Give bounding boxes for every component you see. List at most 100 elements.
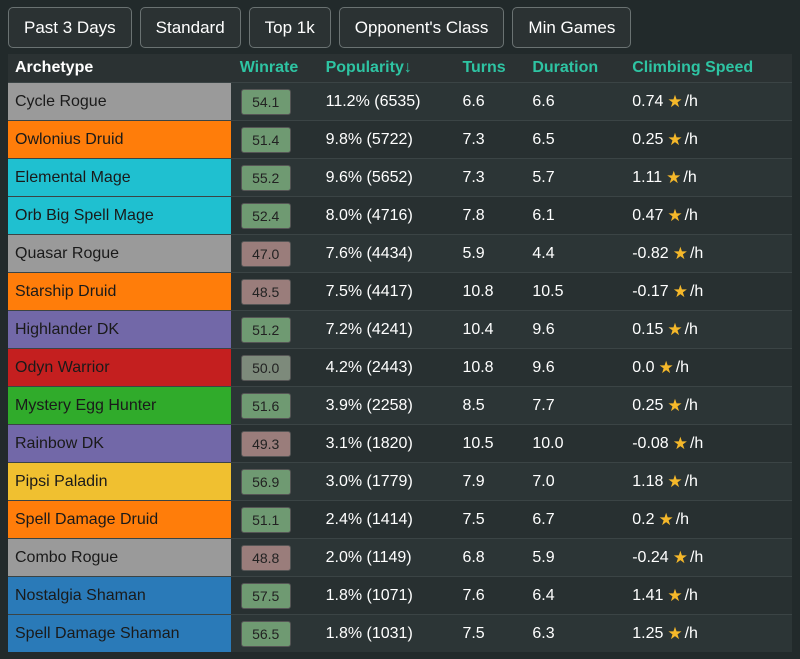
table-row[interactable]: Nostalgia Shaman 57.5 1.8% (1071) 7.6 6.4 1.4… bbox=[8, 576, 792, 614]
archetype-name[interactable]: Combo Rogue bbox=[15, 548, 119, 566]
table-row[interactable]: Orb Big Spell Mage 52.4 8.0% (4716) 7.8 6.1 0… bbox=[8, 196, 792, 234]
table-row[interactable]: Rainbow DK 49.3 3.1% (1820) 10.5 10.0 -0.08 ★ /… bbox=[8, 424, 792, 462]
archetype-name[interactable]: Mystery Egg Hunter bbox=[15, 396, 157, 414]
archetype-name[interactable]: Elemental Mage bbox=[15, 168, 131, 186]
star-icon: ★ bbox=[667, 585, 683, 605]
archetype-table: Archetype Winrate Popularity↓ Turns Dura… bbox=[8, 54, 792, 652]
winrate-cell: 56.9 bbox=[231, 468, 325, 495]
archetype-cell[interactable]: Cycle Rogue bbox=[8, 83, 231, 120]
archetype-cell[interactable]: Spell Damage Druid bbox=[8, 501, 231, 538]
table-row[interactable]: Spell Damage Shaman 56.5 1.8% (1031) 7.5 6.3… bbox=[8, 614, 792, 652]
table-row[interactable]: Spell Damage Druid 51.1 2.4% (1414) 7.5 6.7 0… bbox=[8, 500, 792, 538]
winrate-badge: 48.5 bbox=[240, 278, 291, 305]
header-turns[interactable]: Turns bbox=[462, 59, 506, 76]
turns-cell: 7.8 bbox=[462, 206, 485, 224]
archetype-cell[interactable]: Quasar Rogue bbox=[8, 235, 231, 272]
duration-cell: 7.7 bbox=[532, 396, 555, 414]
table-row[interactable]: Combo Rogue 48.8 2.0% (1149) 6.8 5.9 -0.24 ★/h bbox=[8, 538, 792, 576]
winrate-cell: 47.0 bbox=[231, 240, 325, 267]
filter-time-button[interactable]: Past 3 Days bbox=[8, 7, 132, 48]
archetype-name[interactable]: Pipsi Paladin bbox=[15, 472, 108, 490]
header-duration[interactable]: Duration bbox=[532, 59, 599, 76]
header-climbing-speed[interactable]: Climbing Speed bbox=[632, 59, 754, 76]
winrate-cell: 49.3 bbox=[231, 430, 325, 457]
filter-rank-button[interactable]: Top 1k bbox=[248, 7, 331, 48]
filter-opponent-class-button[interactable]: Opponent's Class bbox=[338, 7, 505, 48]
turns-cell: 8.5 bbox=[462, 396, 485, 414]
star-icon: ★ bbox=[667, 129, 683, 149]
duration-cell: 6.5 bbox=[532, 130, 555, 148]
archetype-cell[interactable]: Mystery Egg Hunter bbox=[8, 387, 231, 424]
archetype-cell[interactable]: Pipsi Paladin bbox=[8, 463, 231, 500]
per-hour-unit: /h bbox=[684, 130, 698, 148]
archetype-cell[interactable]: Odyn Warrior bbox=[8, 349, 231, 386]
per-hour-unit: /h bbox=[684, 320, 698, 338]
header-popularity[interactable]: Popularity↓ bbox=[325, 59, 412, 76]
table-row[interactable]: Pipsi Paladin 56.9 3.0% (1779) 7.9 7.0 1.18 ★ /… bbox=[8, 462, 792, 500]
archetype-name[interactable]: Spell Damage Shaman bbox=[15, 624, 180, 642]
table-row[interactable]: Mystery Egg Hunter 51.6 3.9% (2258) 8.5 7.7 0… bbox=[8, 386, 792, 424]
climbing-speed-cell: 1.41 ★/h bbox=[632, 586, 792, 606]
winrate-badge: 47.0 bbox=[240, 240, 291, 267]
star-icon: ★ bbox=[667, 319, 683, 339]
table-row[interactable]: Quasar Rogue 47.0 7.6% (4434) 5.9 4.4 -0.82 ★ /… bbox=[8, 234, 792, 272]
popularity-cell: 3.1% (1820) bbox=[325, 434, 413, 452]
archetype-cell[interactable]: Highlander DK bbox=[8, 311, 231, 348]
winrate-cell: 51.2 bbox=[231, 316, 325, 343]
star-icon: ★ bbox=[672, 281, 688, 301]
table-row[interactable]: Elemental Mage 55.2 9.6% (5652) 7.3 5.7 1.11 ★… bbox=[8, 158, 792, 196]
archetype-name[interactable]: Starship Druid bbox=[15, 282, 117, 300]
climbing-speed-value: -0.24 bbox=[632, 548, 669, 566]
filter-format-button[interactable]: Standard bbox=[139, 7, 241, 48]
archetype-cell[interactable]: Nostalgia Shaman bbox=[8, 577, 231, 614]
filter-min-games-button[interactable]: Min Games bbox=[512, 7, 632, 48]
archetype-name[interactable]: Quasar Rogue bbox=[15, 244, 120, 262]
archetype-name[interactable]: Cycle Rogue bbox=[15, 92, 107, 110]
archetype-cell[interactable]: Rainbow DK bbox=[8, 425, 231, 462]
table-row[interactable]: Owlonius Druid 51.4 9.8% (5722) 7.3 6.5 0.25 ★… bbox=[8, 120, 792, 158]
climbing-speed-cell: 0.74 ★/h bbox=[632, 92, 792, 112]
filter-bar: Past 3 Days Standard Top 1k Opponent's C… bbox=[0, 0, 800, 48]
header-winrate[interactable]: Winrate bbox=[239, 59, 299, 76]
archetype-name[interactable]: Rainbow DK bbox=[15, 434, 104, 452]
duration-cell: 6.4 bbox=[532, 586, 555, 604]
climbing-speed-cell: 0.0 ★/h bbox=[632, 358, 792, 378]
popularity-cell: 8.0% (4716) bbox=[325, 206, 413, 224]
archetype-cell[interactable]: Combo Rogue bbox=[8, 539, 231, 576]
archetype-name[interactable]: Highlander DK bbox=[15, 320, 120, 338]
duration-cell: 9.6 bbox=[532, 358, 555, 376]
archetype-cell[interactable]: Starship Druid bbox=[8, 273, 231, 310]
table-row[interactable]: Highlander DK 51.2 7.2% (4241) 10.4 9.6 0.15 ★… bbox=[8, 310, 792, 348]
archetype-cell[interactable]: Orb Big Spell Mage bbox=[8, 197, 231, 234]
archetype-name[interactable]: Spell Damage Druid bbox=[15, 510, 159, 528]
climbing-speed-value: 0.47 bbox=[632, 206, 664, 224]
turns-cell: 7.3 bbox=[462, 130, 485, 148]
climbing-speed-value: 1.41 bbox=[632, 586, 664, 604]
archetype-name[interactable]: Odyn Warrior bbox=[15, 358, 110, 376]
star-icon: ★ bbox=[667, 471, 683, 491]
per-hour-unit: /h bbox=[684, 206, 698, 224]
winrate-cell: 56.5 bbox=[231, 620, 325, 647]
star-icon: ★ bbox=[667, 395, 683, 415]
climbing-speed-cell: 0.25 ★/h bbox=[632, 130, 792, 150]
climbing-speed-value: 0.0 bbox=[632, 358, 655, 376]
archetype-name[interactable]: Nostalgia Shaman bbox=[15, 586, 146, 604]
winrate-badge: 51.1 bbox=[240, 506, 291, 533]
winrate-badge: 56.5 bbox=[240, 620, 291, 647]
archetype-name[interactable]: Orb Big Spell Mage bbox=[15, 206, 154, 224]
archetype-cell[interactable]: Elemental Mage bbox=[8, 159, 231, 196]
archetype-name[interactable]: Owlonius Druid bbox=[15, 130, 124, 148]
per-hour-unit: /h bbox=[689, 434, 704, 452]
turns-cell: 7.3 bbox=[462, 168, 485, 186]
table-row[interactable]: Odyn Warrior 50.0 4.2% (2443) 10.8 9.6 0.0 ★/h bbox=[8, 348, 792, 386]
header-archetype[interactable]: Archetype bbox=[15, 59, 94, 76]
winrate-cell: 51.6 bbox=[231, 392, 325, 419]
archetype-cell[interactable]: Owlonius Druid bbox=[8, 121, 231, 158]
archetype-cell[interactable]: Spell Damage Shaman bbox=[8, 615, 231, 652]
per-hour-unit: /h bbox=[684, 396, 698, 414]
star-icon: ★ bbox=[672, 243, 688, 263]
climbing-speed-cell: 1.25 ★/h bbox=[632, 624, 792, 644]
table-row[interactable]: Starship Druid 48.5 7.5% (4417) 10.8 10.5 -0.… bbox=[8, 272, 792, 310]
turns-cell: 10.8 bbox=[462, 282, 494, 300]
table-row[interactable]: Cycle Rogue 54.1 11.2% (6535) 6.6 6.6 0.74 ★/h bbox=[8, 82, 792, 120]
